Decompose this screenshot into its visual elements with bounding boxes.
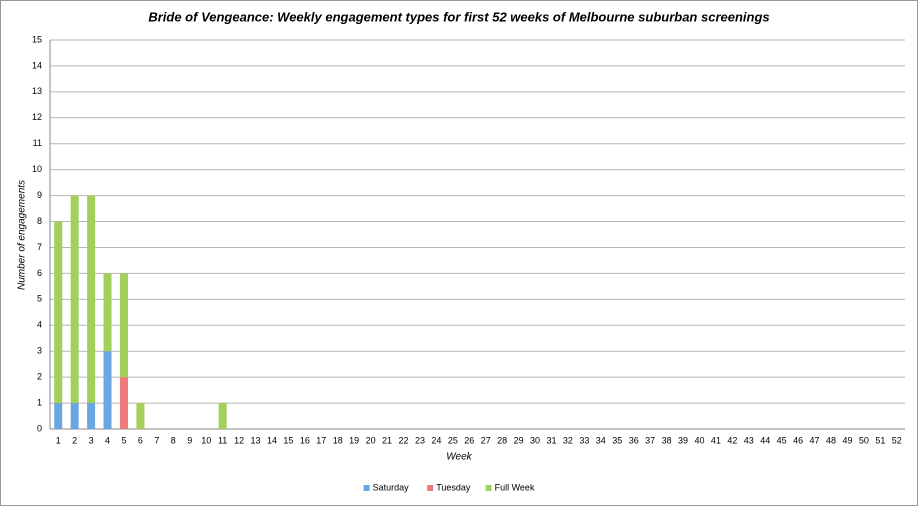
y-tick-label: 1 <box>37 397 42 407</box>
x-tick-label: 11 <box>218 435 227 445</box>
x-tick-label: 30 <box>530 435 540 445</box>
x-axis-title: Week <box>446 452 472 463</box>
x-tick-label: 24 <box>431 435 441 445</box>
bar-segment <box>119 273 128 378</box>
x-tick-label: 28 <box>497 435 507 445</box>
bar-segment <box>136 403 145 429</box>
x-tick-label: 7 <box>154 435 159 445</box>
x-tick-label: 15 <box>283 435 293 445</box>
x-tick-label: 43 <box>744 435 754 445</box>
x-tick-label: 52 <box>892 435 902 445</box>
x-tick-label: 32 <box>563 435 573 445</box>
x-tick-label: 10 <box>201 435 211 445</box>
legend-label: Tuesday <box>436 482 471 492</box>
x-tick-label: 1 <box>56 435 61 445</box>
x-tick-label: 47 <box>810 435 820 445</box>
x-tick-label: 39 <box>678 435 688 445</box>
y-tick-label: 9 <box>37 190 42 200</box>
x-tick-label: 22 <box>399 435 409 445</box>
y-tick-label: 10 <box>32 164 42 174</box>
x-tick-label: 33 <box>579 435 589 445</box>
bar-segment <box>103 273 112 352</box>
x-tick-label: 27 <box>481 435 491 445</box>
x-tick-label: 40 <box>694 435 704 445</box>
x-tick-label: 44 <box>760 435 770 445</box>
x-tick-label: 31 <box>546 435 556 445</box>
legend-swatch <box>363 485 370 491</box>
x-tick-label: 21 <box>382 435 392 445</box>
bar-segment <box>70 195 79 404</box>
x-tick-label: 19 <box>349 435 359 445</box>
bar-segment <box>87 195 96 404</box>
y-tick-label: 4 <box>37 320 42 330</box>
x-tick-label: 50 <box>859 435 869 445</box>
y-tick-label: 15 <box>32 34 42 44</box>
x-tick-label: 3 <box>89 435 94 445</box>
x-tick-label: 45 <box>777 435 787 445</box>
x-tick-label: 35 <box>612 435 622 445</box>
bar-segment <box>54 403 63 429</box>
x-tick-label: 23 <box>415 435 425 445</box>
x-tick-label: 4 <box>105 435 110 445</box>
x-tick-label: 13 <box>251 435 261 445</box>
x-tick-label: 20 <box>366 435 376 445</box>
x-tick-label: 25 <box>448 435 458 445</box>
x-tick-label: 8 <box>171 435 176 445</box>
x-tick-label: 26 <box>464 435 474 445</box>
x-tick-label: 51 <box>875 435 885 445</box>
bar-segment <box>119 377 128 429</box>
x-tick-label: 34 <box>596 435 606 445</box>
y-tick-label: 5 <box>37 294 42 304</box>
legend-swatch <box>485 485 492 491</box>
x-tick-label: 17 <box>316 435 326 445</box>
x-tick-label: 5 <box>121 435 126 445</box>
legend-label: Saturday <box>373 482 410 492</box>
x-tick-label: 49 <box>842 435 852 445</box>
y-axis-title: Number of engagements <box>17 180 28 290</box>
x-tick-label: 9 <box>187 435 192 445</box>
x-tick-label: 36 <box>629 435 639 445</box>
x-tick-label: 42 <box>727 435 737 445</box>
x-tick-label: 48 <box>826 435 836 445</box>
x-tick-label: 16 <box>300 435 310 445</box>
y-tick-label: 2 <box>37 372 42 382</box>
bar-segment <box>103 351 112 429</box>
y-tick-label: 7 <box>37 242 42 252</box>
x-tick-label: 46 <box>793 435 803 445</box>
bar-segment <box>218 403 227 429</box>
legend-label: Full Week <box>495 482 535 492</box>
x-tick-label: 37 <box>645 435 655 445</box>
y-tick-label: 12 <box>32 112 42 122</box>
y-tick-label: 13 <box>32 86 42 96</box>
y-tick-label: 8 <box>37 216 42 226</box>
x-tick-label: 41 <box>711 435 721 445</box>
x-tick-label: 14 <box>267 435 277 445</box>
x-tick-label: 12 <box>234 435 244 445</box>
y-tick-label: 3 <box>37 346 42 356</box>
y-tick-label: 0 <box>37 423 42 433</box>
chart-title: Bride of Vengeance: Weekly engagement ty… <box>148 9 769 24</box>
bar-segment <box>87 403 96 429</box>
y-tick-label: 6 <box>37 268 42 278</box>
y-tick-label: 11 <box>33 138 42 148</box>
bar-segment <box>54 221 63 404</box>
x-tick-label: 6 <box>138 435 143 445</box>
bar-segment <box>70 403 79 429</box>
y-tick-label: 14 <box>32 60 42 70</box>
x-tick-label: 18 <box>333 435 343 445</box>
legend-swatch <box>427 485 434 491</box>
x-tick-label: 2 <box>72 435 77 445</box>
x-tick-label: 38 <box>662 435 672 445</box>
x-tick-label: 29 <box>514 435 524 445</box>
